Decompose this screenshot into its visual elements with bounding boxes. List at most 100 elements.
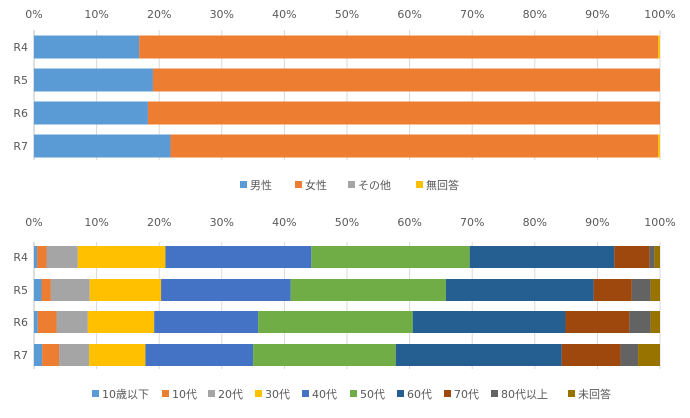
x-tick-label: 60% bbox=[397, 216, 421, 229]
legend-label: 60代 bbox=[407, 388, 432, 401]
bar-R6-50代 bbox=[258, 311, 413, 333]
legend-swatch bbox=[397, 390, 404, 397]
bar-R6-60代 bbox=[412, 311, 566, 333]
bar-R5-20代 bbox=[50, 279, 90, 301]
bar-R4-無回答 bbox=[658, 35, 660, 59]
bar-R7-50代 bbox=[253, 344, 396, 366]
x-tick-label: 100% bbox=[644, 216, 675, 229]
x-tick-label: 20% bbox=[147, 8, 171, 21]
bar-R5-60代 bbox=[445, 279, 594, 301]
x-tick-label: 90% bbox=[585, 216, 609, 229]
category-label: R6 bbox=[13, 316, 28, 329]
bar-R5-80代以上 bbox=[631, 279, 651, 301]
legend-label: 未回答 bbox=[578, 387, 611, 401]
bar-R6-10歳以下 bbox=[34, 311, 38, 333]
bar-R7-70代 bbox=[561, 344, 621, 366]
legend-swatch bbox=[208, 390, 215, 397]
legend-swatch bbox=[491, 390, 498, 397]
x-tick-label: 90% bbox=[585, 8, 609, 21]
bar-R5-30代 bbox=[89, 279, 162, 301]
x-tick-label: 50% bbox=[335, 216, 359, 229]
bar-R4-50代 bbox=[311, 246, 470, 268]
x-tick-label: 30% bbox=[210, 8, 234, 21]
legend-swatch bbox=[92, 390, 99, 397]
category-label: R5 bbox=[13, 74, 28, 87]
x-tick-label: 10% bbox=[84, 8, 108, 21]
x-tick-label: 50% bbox=[335, 8, 359, 21]
legend-swatch bbox=[444, 390, 451, 397]
category-label: R4 bbox=[13, 41, 28, 54]
x-tick-label: 0% bbox=[25, 8, 42, 21]
legend-label: 70代 bbox=[454, 388, 479, 401]
legend-swatch bbox=[348, 181, 355, 188]
bar-R4-女性 bbox=[139, 35, 659, 59]
category-label: R7 bbox=[13, 349, 28, 362]
x-tick-label: 20% bbox=[147, 216, 171, 229]
legend-label: その他 bbox=[358, 179, 391, 192]
bar-R6-80代以上 bbox=[629, 311, 651, 333]
bar-R4-20代 bbox=[46, 246, 78, 268]
bar-R7-20代 bbox=[59, 344, 90, 366]
category-label: R4 bbox=[13, 251, 28, 264]
bar-R7-無回答 bbox=[658, 134, 660, 158]
legend-swatch bbox=[416, 181, 423, 188]
legend-swatch bbox=[302, 390, 309, 397]
bar-R4-40代 bbox=[165, 246, 312, 268]
legend-label: 10代 bbox=[172, 388, 197, 401]
legend-label: 女性 bbox=[305, 178, 327, 192]
bar-R7-男性 bbox=[34, 134, 171, 158]
bar-R6-30代 bbox=[87, 311, 155, 333]
legend-swatch bbox=[255, 390, 262, 397]
legend-swatch bbox=[162, 390, 169, 397]
category-label: R5 bbox=[13, 284, 28, 297]
bar-R7-女性 bbox=[170, 134, 659, 158]
legend-label: 無回答 bbox=[426, 178, 459, 192]
legend-swatch bbox=[568, 390, 575, 397]
bar-R5-50代 bbox=[290, 279, 446, 301]
bar-R5-70代 bbox=[593, 279, 632, 301]
legend-label: 50代 bbox=[360, 388, 385, 401]
bar-R5-10代 bbox=[41, 279, 51, 301]
bar-R4-男性 bbox=[34, 35, 140, 59]
legend-label: 10歳以下 bbox=[102, 388, 149, 401]
x-tick-label: 40% bbox=[272, 216, 296, 229]
bar-R4-10代 bbox=[37, 246, 47, 268]
x-tick-label: 80% bbox=[523, 8, 547, 21]
bar-R5-女性 bbox=[152, 68, 660, 92]
bar-R4-10歳以下 bbox=[34, 246, 38, 268]
bar-R6-女性 bbox=[147, 101, 660, 125]
bar-R4-70代 bbox=[614, 246, 650, 268]
x-tick-label: 30% bbox=[210, 216, 234, 229]
legend-label: 40代 bbox=[312, 388, 337, 401]
legend-swatch bbox=[240, 181, 247, 188]
bar-R6-男性 bbox=[34, 101, 148, 125]
x-tick-label: 0% bbox=[25, 216, 42, 229]
bar-R7-60代 bbox=[395, 344, 562, 366]
bar-R7-40代 bbox=[145, 344, 254, 366]
bar-R5-40代 bbox=[161, 279, 291, 301]
legend-label: 20代 bbox=[218, 388, 243, 401]
legend-label: 80代以上 bbox=[501, 388, 548, 401]
bar-R7-未回答 bbox=[638, 344, 660, 366]
bar-R7-30代 bbox=[89, 344, 146, 366]
bar-R4-60代 bbox=[469, 246, 615, 268]
x-tick-label: 80% bbox=[523, 216, 547, 229]
bar-R5-未回答 bbox=[650, 279, 660, 301]
bar-R6-10代 bbox=[37, 311, 57, 333]
category-label: R6 bbox=[13, 107, 28, 120]
bar-R4-30代 bbox=[77, 246, 166, 268]
chart-2: 0% 10% 20% 30% 40% 50% 60% 70% 80% 90% 100% R4 R5 R6 R… bbox=[13, 216, 675, 401]
bar-R5-10歳以下 bbox=[34, 279, 42, 301]
bar-R6-70代 bbox=[565, 311, 630, 333]
x-tick-label: 70% bbox=[460, 216, 484, 229]
bar-R6-未回答 bbox=[650, 311, 660, 333]
x-tick-label: 70% bbox=[460, 8, 484, 21]
x-tick-label: 60% bbox=[397, 8, 421, 21]
chart-1: 0% 10% 20% 30% 40% 50% 60% 70% 80% 90% 100% R4 R5 R6 R… bbox=[13, 8, 675, 192]
legend-label: 30代 bbox=[265, 388, 290, 401]
legend-swatch bbox=[295, 181, 302, 188]
bar-R7-10歳以下 bbox=[34, 344, 43, 366]
bar-R6-20代 bbox=[56, 311, 88, 333]
